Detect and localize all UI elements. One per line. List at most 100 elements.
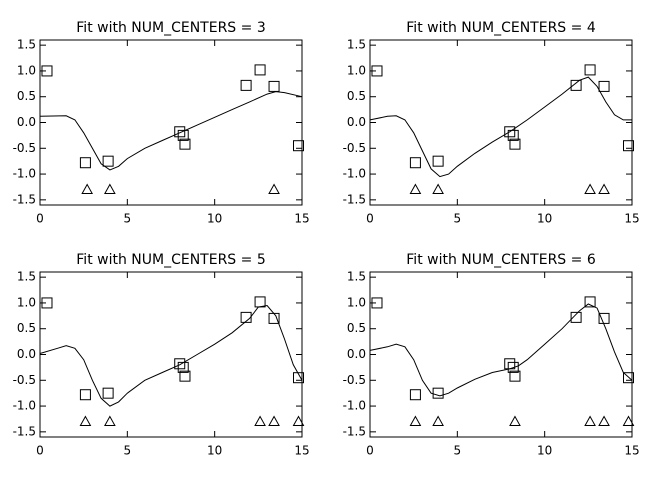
y-tick-label: 0.0 <box>347 115 366 129</box>
data-point <box>570 79 582 91</box>
center-marker <box>584 183 596 195</box>
data-point <box>240 311 252 323</box>
y-tick-label: 1.5 <box>347 38 366 52</box>
y-tick-label: -1.0 <box>343 399 366 413</box>
data-point <box>584 64 596 76</box>
y-tick-label: 1.0 <box>347 63 366 77</box>
data-point <box>41 297 53 309</box>
x-tick-label: 15 <box>624 444 639 458</box>
center-marker <box>432 183 444 195</box>
center-marker <box>598 183 610 195</box>
center-marker <box>409 183 422 195</box>
y-tick-label: -0.5 <box>343 141 366 155</box>
y-tick-label: 0.0 <box>17 347 36 361</box>
data-point <box>177 361 189 373</box>
y-tick-label: -0.5 <box>13 141 36 155</box>
center-marker <box>81 183 94 195</box>
data-point <box>507 129 519 141</box>
x-tick-label: 15 <box>294 212 309 226</box>
data-point <box>409 157 421 169</box>
center-marker <box>104 183 116 195</box>
data-point <box>432 155 444 167</box>
data-point <box>79 389 91 401</box>
panel: Fit with NUM_CENTERS = 3 1.5 1.0 0.5 0.0 -0.5… <box>13 20 310 226</box>
data-point <box>268 312 280 324</box>
x-tick-label: 5 <box>124 212 132 226</box>
x-tick-label: 10 <box>207 444 222 458</box>
data-point <box>293 140 305 152</box>
y-tick-label: -0.5 <box>13 373 36 387</box>
chart-title: Fit with NUM_CENTERS = 5 <box>76 252 265 268</box>
panel: Fit with NUM_CENTERS = 6 1.5 1.0 0.5 0.0 -0.5… <box>343 252 640 458</box>
data-point <box>598 80 610 92</box>
data-point <box>254 296 266 308</box>
chart-title: Fit with NUM_CENTERS = 6 <box>406 252 596 268</box>
chart-title: Fit with NUM_CENTERS = 4 <box>406 20 596 36</box>
x-tick-label: 5 <box>454 444 462 458</box>
center-marker <box>509 415 521 427</box>
y-tick-label: 1.0 <box>17 295 36 309</box>
center-marker <box>268 183 280 195</box>
center-marker <box>292 415 305 427</box>
data-point <box>41 65 53 77</box>
y-tick-label: 0.0 <box>347 347 366 361</box>
fit-curve <box>39 304 303 407</box>
y-tick-label: 1.5 <box>17 270 36 284</box>
center-marker <box>409 415 422 427</box>
y-tick-label: 1.5 <box>347 270 366 284</box>
center-marker <box>432 415 444 427</box>
center-marker <box>268 415 280 427</box>
data-point <box>102 155 114 167</box>
center-marker <box>622 415 635 427</box>
data-point <box>268 80 280 92</box>
data-point <box>504 358 516 370</box>
panel: Fit with NUM_CENTERS = 4 1.5 1.0 0.5 0.0 -0.5… <box>343 20 640 226</box>
center-marker <box>79 415 92 427</box>
y-tick-label: -1.5 <box>343 192 366 206</box>
y-tick-label: -1.5 <box>13 424 36 438</box>
y-tick-label: -0.5 <box>343 373 366 387</box>
data-point <box>409 389 421 401</box>
y-tick-label: 1.0 <box>17 63 36 77</box>
data-point <box>623 140 635 152</box>
x-tick-label: 0 <box>36 444 44 458</box>
y-tick-label: 1.0 <box>347 295 366 309</box>
fit-curve <box>39 91 303 171</box>
y-tick-label: -1.5 <box>343 424 366 438</box>
x-tick-label: 0 <box>366 444 374 458</box>
center-marker <box>104 415 116 427</box>
y-tick-label: 0.5 <box>17 89 36 103</box>
y-tick-label: -1.5 <box>13 192 36 206</box>
y-tick-label: 0.5 <box>347 321 366 335</box>
chart-title: Fit with NUM_CENTERS = 3 <box>76 20 265 36</box>
data-point <box>240 79 252 91</box>
y-tick-label: -1.0 <box>343 167 366 181</box>
x-tick-label: 0 <box>366 212 374 226</box>
data-point <box>79 157 91 169</box>
data-point <box>174 358 186 370</box>
center-marker <box>598 415 610 427</box>
data-point <box>432 387 444 399</box>
data-point <box>598 312 610 324</box>
panel: Fit with NUM_CENTERS = 5 1.5 1.0 0.5 0.0 -0.5… <box>13 252 310 458</box>
y-tick-label: 0.5 <box>17 321 36 335</box>
x-tick-label: 10 <box>537 444 552 458</box>
data-point <box>179 370 191 382</box>
data-point <box>179 138 191 150</box>
x-tick-label: 5 <box>124 444 132 458</box>
x-tick-label: 15 <box>624 212 639 226</box>
data-point <box>623 372 635 384</box>
data-point <box>371 65 383 77</box>
y-tick-label: -1.0 <box>13 399 36 413</box>
x-tick-label: 5 <box>454 212 462 226</box>
data-point <box>584 296 596 308</box>
data-point <box>293 372 305 384</box>
data-point <box>509 370 521 382</box>
center-marker <box>254 415 266 427</box>
x-tick-label: 15 <box>294 444 309 458</box>
fit-curve <box>369 76 632 178</box>
x-tick-label: 10 <box>537 212 552 226</box>
y-tick-label: 0.5 <box>347 89 366 103</box>
y-tick-label: 0.0 <box>17 115 36 129</box>
